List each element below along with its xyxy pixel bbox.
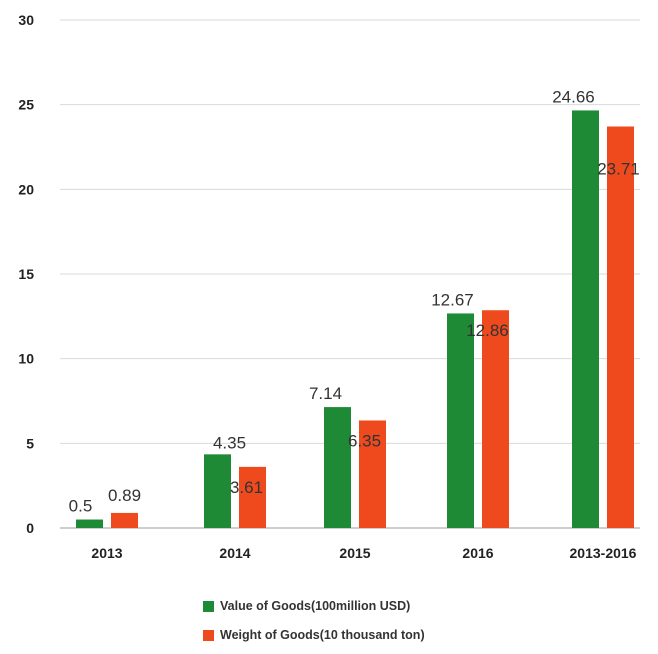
legend-swatch-weight — [203, 629, 214, 641]
data-label-weight-2013: 0.89 — [108, 486, 141, 505]
legend: Value of Goods(100million USD) Weight of… — [203, 596, 425, 654]
y-tick-label-30: 30 — [18, 12, 34, 28]
legend-swatch-value — [203, 600, 214, 612]
y-tick-label-10: 10 — [18, 351, 34, 367]
data-label-weight-2016: 12.86 — [466, 321, 509, 340]
bar-weight-2014 — [239, 466, 266, 528]
y-axis-ticks: 0 5 10 15 20 25 30 — [18, 12, 34, 536]
x-axis-ticks: 2013 2014 2015 2016 2013-2016 — [91, 545, 636, 561]
bar-value-2013-2016 — [572, 110, 599, 528]
legend-label-value: Value of Goods(100million USD) — [220, 599, 411, 613]
bar-weight-2016 — [482, 310, 509, 528]
data-label-weight-2014: 3.61 — [230, 478, 263, 497]
x-tick-label-2014: 2014 — [219, 545, 250, 561]
x-tick-label-2013-2016: 2013-2016 — [570, 545, 637, 561]
legend-label-weight: Weight of Goods(10 thousand ton) — [220, 628, 425, 642]
data-label-value-2013: 0.5 — [69, 497, 93, 516]
y-tick-label-0: 0 — [26, 520, 34, 536]
data-label-value-2016: 12.67 — [431, 290, 474, 309]
bar-value-2014 — [204, 454, 231, 528]
data-label-value-2013-2016: 24.66 — [552, 87, 595, 106]
x-tick-label-2016: 2016 — [462, 545, 493, 561]
bar-value-2016 — [447, 313, 474, 528]
data-labels: 0.5 0.89 4.35 3.61 7.14 6.35 12.67 12.86 24.66 23… — [69, 87, 640, 515]
data-label-value-2014: 4.35 — [213, 433, 246, 452]
bar-value-2013 — [76, 519, 103, 528]
legend-item-weight: Weight of Goods(10 thousand ton) — [203, 625, 425, 645]
gridlines — [60, 19, 640, 529]
bar-weight-2015 — [359, 420, 386, 528]
legend-item-value: Value of Goods(100million USD) — [203, 596, 425, 616]
y-tick-label-15: 15 — [18, 266, 34, 282]
bars — [76, 110, 634, 528]
y-tick-label-5: 5 — [26, 435, 34, 451]
data-label-weight-2013-2016: 23.71 — [597, 160, 640, 179]
y-tick-label-25: 25 — [18, 97, 34, 113]
x-tick-label-2015: 2015 — [339, 545, 370, 561]
data-label-weight-2015: 6.35 — [348, 431, 381, 450]
y-tick-label-20: 20 — [18, 181, 34, 197]
x-tick-label-2013: 2013 — [91, 545, 122, 561]
bar-value-2015 — [324, 407, 351, 528]
data-label-value-2015: 7.14 — [309, 384, 342, 403]
bar-weight-2013-2016 — [607, 126, 634, 528]
bar-weight-2013 — [111, 512, 138, 528]
